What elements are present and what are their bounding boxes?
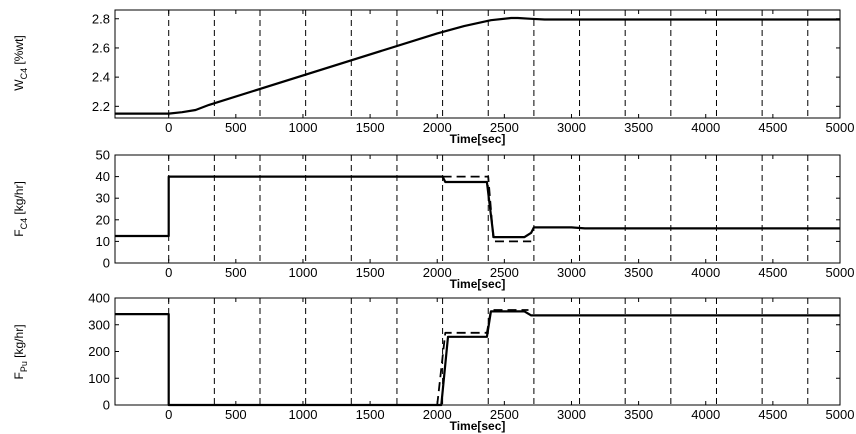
x-axis-label: Time[sec] bbox=[450, 132, 506, 146]
x-tick-label: 4500 bbox=[758, 407, 787, 422]
x-tick-label: 0 bbox=[165, 265, 172, 280]
x-tick-label: 1500 bbox=[356, 407, 385, 422]
series-line-1 bbox=[115, 16, 840, 115]
x-tick-label: 500 bbox=[225, 407, 247, 422]
y-tick-label: 30 bbox=[96, 191, 110, 206]
x-tick-label: 3000 bbox=[557, 407, 586, 422]
y-tick-label: 20 bbox=[96, 212, 110, 227]
series-line-1 bbox=[442, 175, 532, 243]
series-line-1 bbox=[436, 309, 529, 406]
x-tick-label: 3000 bbox=[557, 120, 586, 135]
x-tick-label: 1000 bbox=[289, 407, 318, 422]
x-tick-label: 1500 bbox=[356, 120, 385, 135]
y-tick-label: 2.8 bbox=[92, 11, 110, 26]
x-tick-label: 3500 bbox=[624, 407, 653, 422]
y-tick-label: 10 bbox=[96, 234, 110, 249]
x-axis-label: Time[sec] bbox=[450, 419, 506, 433]
y-tick-label: 2.4 bbox=[92, 70, 110, 85]
axes-box bbox=[114, 297, 841, 406]
x-tick-label: 2000 bbox=[423, 120, 452, 135]
y-tick-label: 100 bbox=[88, 371, 110, 386]
x-tick-label: 1000 bbox=[289, 265, 318, 280]
x-tick-label: 500 bbox=[225, 120, 247, 135]
subplot-1: 0 500 1000 1500 2000 2500 3000 3500 4000 4500 5000… bbox=[12, 9, 855, 146]
y-axis-label: FPu [kg/hr] bbox=[12, 324, 29, 379]
x-tick-label: 0 bbox=[165, 120, 172, 135]
x-tick-label: 4500 bbox=[758, 265, 787, 280]
x-tick-label: 3000 bbox=[557, 265, 586, 280]
y-tick-label: 50 bbox=[96, 148, 110, 163]
subplot-3: 0 500 1000 1500 2000 2500 3000 3500 4000 4500 5000… bbox=[12, 291, 854, 434]
series-line-2 bbox=[115, 175, 840, 239]
x-tick-label: 5000 bbox=[826, 120, 855, 135]
axes-box bbox=[114, 154, 841, 264]
x-tick-label: 3500 bbox=[624, 120, 653, 135]
y-tick-label: 0 bbox=[103, 398, 110, 413]
x-tick-label: 1500 bbox=[356, 265, 385, 280]
x-tick-label: 2500 bbox=[490, 407, 519, 422]
x-tick-label: 4000 bbox=[691, 265, 720, 280]
x-tick-label: 4000 bbox=[691, 120, 720, 135]
y-tick-label: 2.2 bbox=[92, 99, 110, 114]
x-tick-label: 2000 bbox=[423, 407, 452, 422]
x-tick-label: 1000 bbox=[289, 120, 318, 135]
y-tick-label: 0 bbox=[103, 256, 110, 271]
y-tick-label: 2.6 bbox=[92, 40, 110, 55]
x-tick-label: 3500 bbox=[624, 265, 653, 280]
x-tick-label: 2500 bbox=[490, 120, 519, 135]
x-tick-label: 4000 bbox=[691, 407, 720, 422]
series-line-2 bbox=[115, 310, 840, 407]
y-axis-label: WC4 [%wt] bbox=[12, 35, 29, 91]
x-tick-label: 5000 bbox=[826, 265, 855, 280]
x-tick-label: 2500 bbox=[490, 265, 519, 280]
y-tick-label: 200 bbox=[88, 344, 110, 359]
x-tick-label: 5000 bbox=[826, 407, 855, 422]
x-tick-label: 0 bbox=[165, 407, 172, 422]
x-tick-label: 500 bbox=[225, 265, 247, 280]
y-tick-label: 400 bbox=[88, 291, 110, 306]
y-tick-label: 40 bbox=[96, 169, 110, 184]
x-axis-label: Time[sec] bbox=[450, 277, 506, 291]
subplot-2: 0 500 1000 1500 2000 2500 3000 3500 4000 4500 5000… bbox=[12, 148, 854, 292]
x-tick-label: 4500 bbox=[758, 120, 787, 135]
y-axis-label: FC4 [kg/hr] bbox=[12, 181, 29, 237]
x-tick-label: 2000 bbox=[423, 265, 452, 280]
axes-box bbox=[114, 9, 841, 119]
y-tick-label: 300 bbox=[88, 317, 110, 332]
